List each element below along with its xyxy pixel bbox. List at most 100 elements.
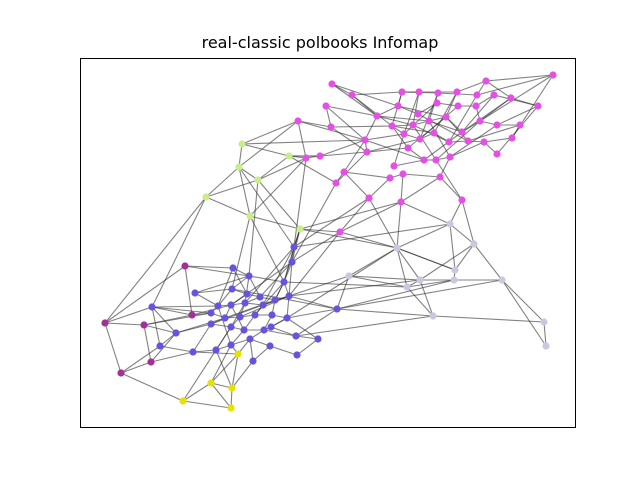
graph-node-magenta <box>454 102 462 110</box>
graph-edge <box>184 265 234 269</box>
graph-node-magenta <box>482 77 490 85</box>
graph-edge <box>238 166 259 181</box>
graph-node-magenta <box>507 94 515 102</box>
graph-edge <box>283 281 408 288</box>
graph-edge <box>366 138 421 153</box>
graph-edge <box>263 329 297 337</box>
graph-node-magenta <box>390 162 398 170</box>
graph-edge <box>406 279 455 288</box>
graph-edge <box>325 105 366 141</box>
graph-edge <box>496 105 539 126</box>
graph-node-blue <box>293 351 301 359</box>
graph-edge <box>143 312 212 326</box>
graph-edge <box>343 139 366 173</box>
graph-edge <box>182 326 232 402</box>
graph-edge <box>439 176 463 201</box>
graph-node-lightgreen <box>238 140 246 148</box>
graph-node-lightgreen <box>202 193 210 201</box>
graph-edge <box>449 223 475 245</box>
graph-edge <box>331 83 399 107</box>
graph-edge <box>104 306 153 324</box>
graph-edge <box>269 345 298 356</box>
graph-node-yellow <box>179 397 187 405</box>
graph-node-magenta <box>516 121 524 129</box>
graph-node-magenta <box>302 154 310 162</box>
graph-node-yellow <box>227 404 235 412</box>
graph-edge <box>396 223 451 249</box>
graph-edge <box>205 166 240 198</box>
graph-edge <box>461 199 475 245</box>
graph-edge <box>343 171 391 179</box>
graph-edge <box>104 322 122 374</box>
graph-edge <box>400 173 404 203</box>
graph-edge <box>257 155 290 181</box>
graph-edge <box>248 179 259 277</box>
graph-edge <box>299 201 402 230</box>
graph-node-blue <box>236 313 244 321</box>
graph-node-lavender <box>470 240 478 248</box>
nodes-layer <box>101 71 557 412</box>
graph-edge <box>396 247 421 281</box>
graph-node-blue <box>290 243 298 251</box>
graph-edge <box>182 382 212 402</box>
graph-node-magenta <box>458 128 466 136</box>
graph-node-blue <box>207 309 215 317</box>
graph-node-purple <box>188 311 196 319</box>
graph-edge <box>419 279 434 317</box>
graph-node-blue <box>246 335 254 343</box>
graph-node-magenta <box>398 88 406 96</box>
graph-node-magenta <box>430 129 438 137</box>
graph-node-magenta <box>294 117 302 125</box>
graph-edge <box>485 74 554 82</box>
graph-edge <box>479 74 554 122</box>
graph-edge <box>257 179 301 230</box>
graph-node-magenta <box>404 144 412 152</box>
graph-node-magenta <box>476 117 484 125</box>
graph-edge <box>231 215 251 290</box>
graph-node-magenta <box>332 179 340 187</box>
graph-node-magenta <box>373 112 381 120</box>
graph-node-purple <box>147 358 155 366</box>
graph-edge <box>295 335 319 340</box>
graph-edge <box>194 275 250 294</box>
graph-edge <box>376 105 399 117</box>
graph-edge <box>449 141 485 158</box>
graph-edge <box>330 125 393 128</box>
graph-node-magenta <box>493 150 501 158</box>
graph-node-magenta <box>433 99 441 107</box>
graph-edge <box>151 306 193 316</box>
graph-node-lavender <box>542 342 550 350</box>
graph-edge <box>393 159 425 167</box>
graph-edge <box>339 231 398 249</box>
graph-edge <box>151 196 207 308</box>
graph-node-magenta <box>336 228 344 236</box>
graph-node-blue <box>256 293 264 301</box>
graph-node-magenta <box>361 136 369 144</box>
graph-edge <box>224 299 276 319</box>
graph-edge <box>402 173 441 178</box>
graph-edge <box>194 288 233 294</box>
graph-edge <box>120 361 152 374</box>
graph-edge <box>241 120 299 145</box>
graph-edge <box>501 279 547 347</box>
graph-edge <box>351 94 378 117</box>
graph-edge <box>461 94 495 133</box>
graph-edge <box>120 345 161 374</box>
graph-edge <box>238 166 295 248</box>
graph-edge <box>259 261 293 298</box>
graph-node-blue <box>280 278 288 286</box>
graph-edge <box>210 304 264 325</box>
graph-node-blue <box>191 289 199 297</box>
graph-node-blue <box>240 326 248 334</box>
graph-edge <box>184 265 193 316</box>
graph-edge <box>249 338 254 362</box>
graph-node-blue <box>314 335 322 343</box>
graph-edge <box>483 137 513 143</box>
graph-node-lavender <box>451 266 459 274</box>
graph-edge <box>230 261 293 306</box>
graph-edge <box>403 91 420 135</box>
graph-node-magenta <box>394 102 402 110</box>
graph-node-magenta <box>425 117 433 125</box>
graph-edge <box>210 382 232 409</box>
graph-node-blue <box>227 301 235 309</box>
